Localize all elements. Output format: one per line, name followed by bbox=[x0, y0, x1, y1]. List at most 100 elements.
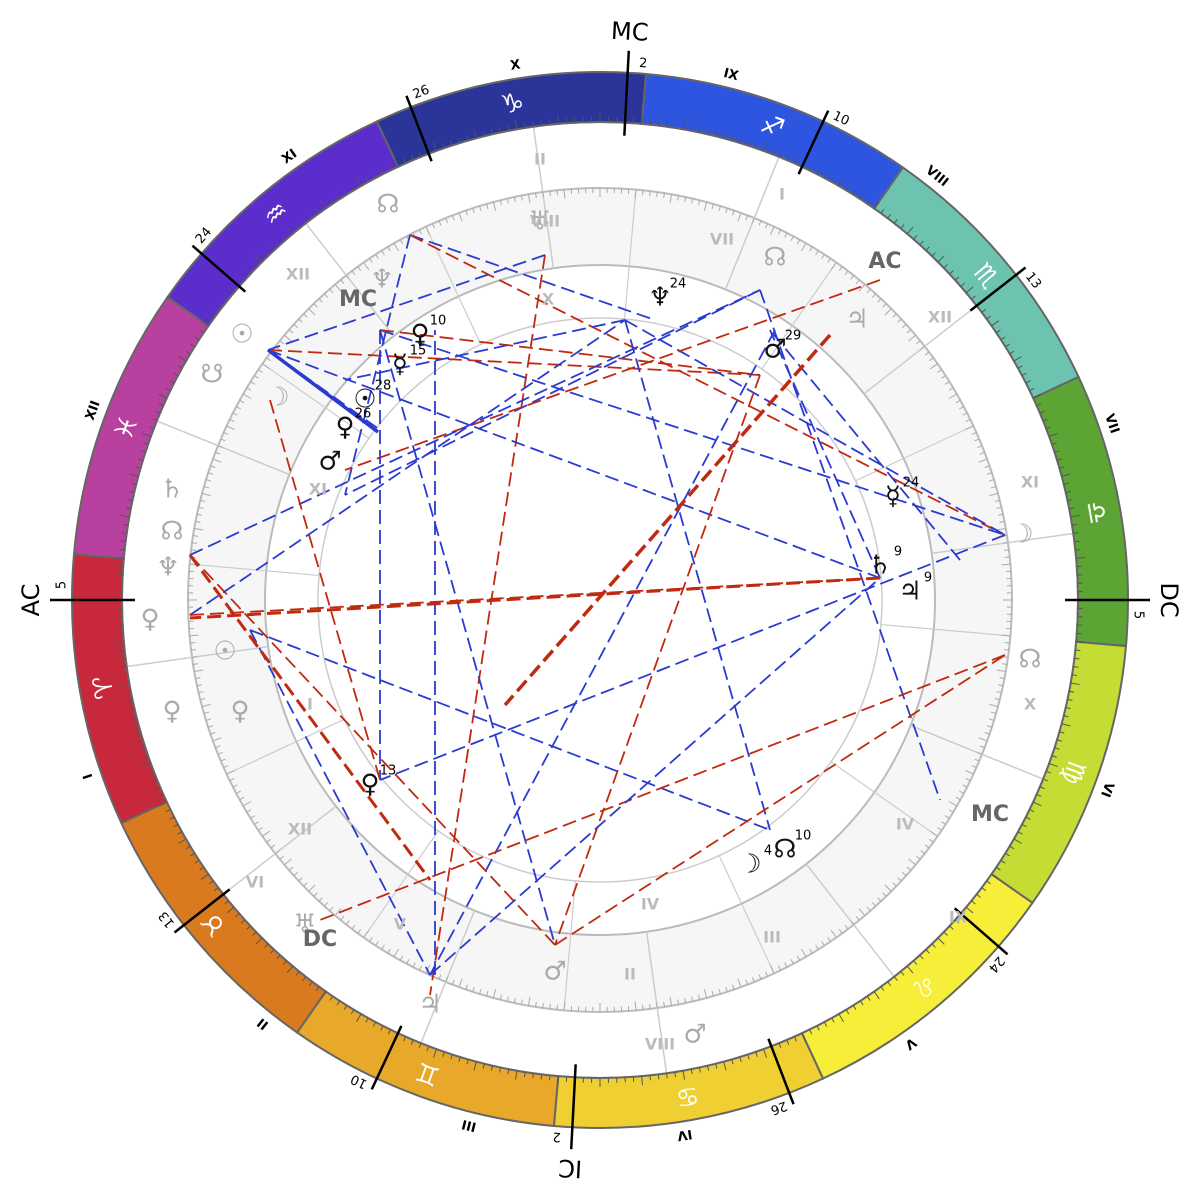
degree-tick bbox=[765, 971, 769, 977]
degree-tick bbox=[232, 412, 238, 416]
spoke bbox=[226, 718, 345, 775]
inner-label: VI bbox=[246, 873, 264, 892]
degree-tick bbox=[425, 226, 431, 235]
degree-tick bbox=[499, 1067, 502, 1073]
degree-tick bbox=[884, 308, 892, 316]
degree-tick bbox=[506, 198, 509, 204]
degree-tick bbox=[815, 250, 819, 256]
inner-label: VII bbox=[710, 230, 734, 249]
degree-tick bbox=[302, 219, 307, 224]
degree-tick bbox=[334, 908, 342, 916]
planet-glyph: ♂ bbox=[763, 335, 786, 365]
planet-glyph: ♀ bbox=[360, 770, 379, 800]
degree-tick bbox=[224, 900, 229, 905]
degree-tick bbox=[1033, 393, 1042, 399]
degree-tick bbox=[380, 1025, 384, 1031]
degree-tick bbox=[1001, 634, 1011, 637]
degree-tick bbox=[492, 201, 497, 211]
degree-tick bbox=[715, 131, 718, 137]
degree-tick bbox=[129, 723, 139, 727]
sign-glyph: ♈ bbox=[87, 673, 121, 701]
degree-tick bbox=[897, 877, 902, 882]
degree-tick bbox=[303, 313, 308, 318]
planet-glyph: ☊ bbox=[160, 517, 183, 547]
spoke bbox=[623, 189, 637, 320]
degree-tick bbox=[1009, 350, 1015, 355]
planet-glyph: ♄ bbox=[160, 475, 183, 505]
sign-glyph: ♋ bbox=[673, 1079, 701, 1113]
degree-tick bbox=[948, 809, 954, 813]
degree-tick bbox=[158, 801, 167, 807]
degree-tick bbox=[135, 466, 141, 469]
degree-tick bbox=[855, 915, 860, 921]
degree-tick bbox=[334, 284, 342, 292]
degree-tick bbox=[220, 758, 226, 762]
degree-tick bbox=[549, 1075, 551, 1081]
degree-tick bbox=[1001, 663, 1008, 665]
planet-degree: 29 bbox=[785, 329, 802, 344]
degree-tick bbox=[758, 974, 762, 980]
spoke bbox=[880, 623, 1011, 637]
planet-glyph: ♆ bbox=[648, 283, 671, 313]
degree-tick bbox=[996, 506, 1002, 509]
planet-glyph: ♂ bbox=[683, 1020, 706, 1050]
degree-tick bbox=[641, 1076, 643, 1086]
degree-tick bbox=[1046, 770, 1052, 774]
degree-tick bbox=[442, 143, 445, 149]
degree-tick bbox=[809, 948, 813, 954]
degree-tick bbox=[1054, 450, 1060, 453]
degree-tick bbox=[190, 642, 196, 644]
degree-tick bbox=[549, 119, 551, 125]
spoke bbox=[425, 226, 482, 345]
planet-degree: 13 bbox=[380, 764, 397, 779]
degree-tick bbox=[295, 971, 300, 976]
spoke bbox=[910, 724, 1044, 780]
degree-tick bbox=[1000, 336, 1006, 341]
degree-tick bbox=[298, 877, 303, 882]
degree-tick bbox=[155, 410, 161, 414]
degree-tick bbox=[535, 1001, 537, 1008]
cusp-degree: 26 bbox=[411, 83, 432, 103]
degree-tick bbox=[363, 929, 370, 938]
degree-tick bbox=[989, 479, 995, 482]
degree-tick bbox=[649, 1075, 651, 1081]
inner-label: MC bbox=[339, 287, 377, 312]
degree-tick bbox=[196, 513, 202, 516]
degree-tick bbox=[711, 203, 715, 209]
degree-tick bbox=[556, 1004, 558, 1010]
degree-tick bbox=[844, 924, 849, 930]
degree-tick bbox=[192, 663, 199, 665]
degree-tick bbox=[763, 142, 768, 151]
degree-tick bbox=[937, 937, 945, 945]
degree-tick bbox=[778, 151, 782, 157]
degree-tick bbox=[954, 919, 960, 924]
degree-tick bbox=[656, 1002, 658, 1009]
degree-tick bbox=[999, 520, 1005, 523]
degree-tick bbox=[200, 320, 209, 327]
inner-circle bbox=[264, 264, 936, 936]
degree-tick bbox=[279, 340, 285, 345]
planet-degree: 28 bbox=[375, 379, 392, 394]
degree-tick bbox=[955, 399, 961, 404]
degree-tick bbox=[920, 850, 925, 855]
degree-tick bbox=[129, 490, 135, 493]
degree-tick bbox=[513, 998, 516, 1004]
degree-tick bbox=[1017, 365, 1023, 369]
degree-tick bbox=[418, 1043, 422, 1049]
degree-tick bbox=[313, 303, 318, 308]
degree-tick bbox=[996, 669, 1006, 673]
degree-tick bbox=[991, 320, 1000, 327]
degree-tick bbox=[308, 981, 313, 987]
degree-tick bbox=[941, 821, 946, 825]
planet-glyph: ♃ bbox=[418, 990, 441, 1020]
degree-tick bbox=[288, 866, 294, 871]
degree-tick bbox=[821, 254, 825, 259]
planet-glyph: ☉ bbox=[230, 320, 253, 350]
degree-tick bbox=[1076, 557, 1086, 559]
degree-tick bbox=[752, 977, 755, 983]
planet-degree: 4 bbox=[764, 844, 772, 859]
degree-tick bbox=[114, 641, 124, 643]
degree-tick bbox=[258, 827, 263, 831]
degree-tick bbox=[345, 920, 350, 925]
degree-tick bbox=[122, 523, 128, 526]
